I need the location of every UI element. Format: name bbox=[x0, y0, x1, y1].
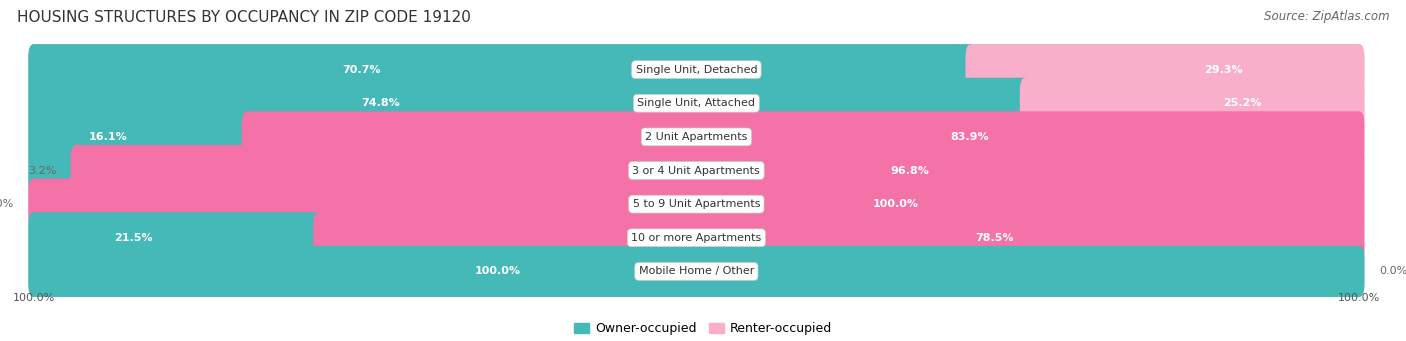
Text: 96.8%: 96.8% bbox=[890, 165, 929, 176]
FancyBboxPatch shape bbox=[28, 44, 1364, 95]
Text: 16.1%: 16.1% bbox=[89, 132, 128, 142]
Text: 10 or more Apartments: 10 or more Apartments bbox=[631, 233, 762, 243]
FancyBboxPatch shape bbox=[28, 179, 1364, 230]
FancyBboxPatch shape bbox=[28, 212, 1364, 263]
Text: 100.0%: 100.0% bbox=[474, 266, 520, 277]
FancyBboxPatch shape bbox=[28, 179, 1364, 230]
FancyBboxPatch shape bbox=[28, 145, 1364, 196]
Text: 3 or 4 Unit Apartments: 3 or 4 Unit Apartments bbox=[633, 165, 761, 176]
Text: Single Unit, Detached: Single Unit, Detached bbox=[636, 65, 758, 75]
Text: 78.5%: 78.5% bbox=[976, 233, 1014, 243]
Text: 0.0%: 0.0% bbox=[1379, 266, 1406, 277]
Text: 100.0%: 100.0% bbox=[13, 293, 55, 302]
Text: 100.0%: 100.0% bbox=[1339, 293, 1381, 302]
Text: 21.5%: 21.5% bbox=[114, 233, 152, 243]
Text: 3.2%: 3.2% bbox=[28, 165, 56, 176]
Text: 100.0%: 100.0% bbox=[872, 199, 918, 209]
Legend: Owner-occupied, Renter-occupied: Owner-occupied, Renter-occupied bbox=[568, 317, 838, 340]
FancyBboxPatch shape bbox=[1019, 78, 1364, 129]
FancyBboxPatch shape bbox=[28, 44, 976, 95]
Text: 70.7%: 70.7% bbox=[342, 65, 381, 75]
FancyBboxPatch shape bbox=[28, 246, 1364, 297]
Text: Mobile Home / Other: Mobile Home / Other bbox=[638, 266, 754, 277]
FancyBboxPatch shape bbox=[28, 212, 323, 263]
Text: Single Unit, Attached: Single Unit, Attached bbox=[637, 98, 755, 108]
FancyBboxPatch shape bbox=[28, 78, 1364, 129]
FancyBboxPatch shape bbox=[28, 246, 1364, 297]
FancyBboxPatch shape bbox=[242, 112, 1364, 162]
Text: 2 Unit Apartments: 2 Unit Apartments bbox=[645, 132, 748, 142]
FancyBboxPatch shape bbox=[70, 145, 1364, 196]
Text: 83.9%: 83.9% bbox=[950, 132, 990, 142]
Text: 25.2%: 25.2% bbox=[1223, 98, 1261, 108]
Text: 5 to 9 Unit Apartments: 5 to 9 Unit Apartments bbox=[633, 199, 761, 209]
FancyBboxPatch shape bbox=[28, 78, 1031, 129]
Text: HOUSING STRUCTURES BY OCCUPANCY IN ZIP CODE 19120: HOUSING STRUCTURES BY OCCUPANCY IN ZIP C… bbox=[17, 10, 471, 25]
Text: 29.3%: 29.3% bbox=[1204, 65, 1243, 75]
Text: 74.8%: 74.8% bbox=[361, 98, 399, 108]
FancyBboxPatch shape bbox=[28, 112, 252, 162]
Text: Source: ZipAtlas.com: Source: ZipAtlas.com bbox=[1264, 10, 1389, 23]
FancyBboxPatch shape bbox=[28, 145, 82, 196]
FancyBboxPatch shape bbox=[28, 112, 1364, 162]
FancyBboxPatch shape bbox=[966, 44, 1364, 95]
Text: 0.0%: 0.0% bbox=[0, 199, 14, 209]
FancyBboxPatch shape bbox=[314, 212, 1364, 263]
